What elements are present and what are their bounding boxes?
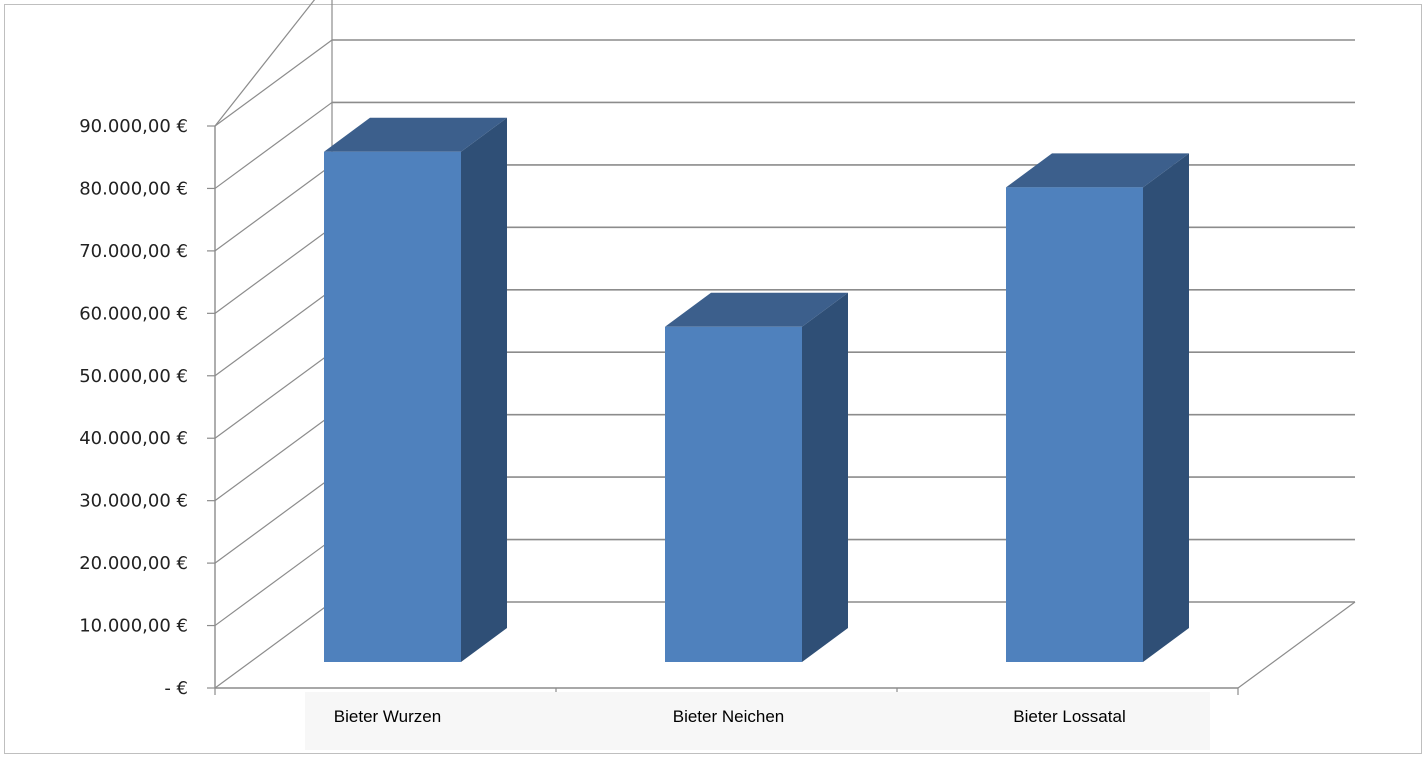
y-tick-label: 40.000,00 € bbox=[79, 428, 188, 449]
gridline-side bbox=[214, 539, 333, 627]
bar-top bbox=[1006, 153, 1189, 188]
y-tick-label: - € bbox=[164, 678, 188, 699]
y-tick-label: 70.000,00 € bbox=[79, 241, 188, 262]
gridline-side bbox=[214, 39, 333, 127]
x-category-label: Bieter Neichen bbox=[673, 707, 785, 726]
y-axis-tick-labels: - € 10.000,00 € 20.000,00 € 30.000,00 € 40.0… bbox=[79, 116, 188, 699]
y-tick-label: 90.000,00 € bbox=[79, 116, 188, 137]
x-category-label: Bieter Wurzen bbox=[334, 707, 441, 726]
y-tick-label: 80.000,00 € bbox=[79, 178, 188, 199]
bar-front bbox=[1006, 187, 1143, 663]
bar-1 bbox=[324, 117, 507, 662]
bar-top bbox=[665, 292, 848, 327]
gridline-side bbox=[214, 289, 333, 377]
x-axis-category-labels: Bieter Wurzen Bieter Neichen Bieter Lossat… bbox=[305, 692, 1210, 750]
gridline-side bbox=[214, 351, 333, 439]
bars bbox=[324, 117, 1189, 663]
bar-side bbox=[1143, 153, 1189, 663]
bar-3 bbox=[1006, 153, 1189, 663]
bar-top bbox=[324, 117, 507, 152]
y-tick-label: 30.000,00 € bbox=[79, 491, 188, 512]
category-label-band bbox=[305, 692, 1210, 750]
gridline-side bbox=[214, 601, 333, 689]
gridline-side bbox=[214, 414, 333, 502]
gridline-side bbox=[214, 476, 333, 564]
y-tick-label: 60.000,00 € bbox=[79, 303, 188, 324]
bar-front bbox=[324, 151, 461, 662]
gridline-side bbox=[214, 101, 333, 189]
y-tick-label: 50.000,00 € bbox=[79, 366, 188, 387]
bar-side bbox=[802, 292, 848, 662]
bar-front bbox=[665, 326, 802, 662]
gridline-side bbox=[214, 226, 333, 314]
gridline-side bbox=[214, 0, 316, 127]
bar-2 bbox=[665, 292, 848, 662]
x-category-label: Bieter Lossatal bbox=[1013, 707, 1125, 726]
bar-side bbox=[461, 117, 507, 662]
gridline-side bbox=[214, 164, 333, 252]
floor-right-edge bbox=[1237, 601, 1356, 689]
y-tick-label: 20.000,00 € bbox=[79, 553, 188, 574]
y-tick-label: 10.000,00 € bbox=[79, 616, 188, 637]
